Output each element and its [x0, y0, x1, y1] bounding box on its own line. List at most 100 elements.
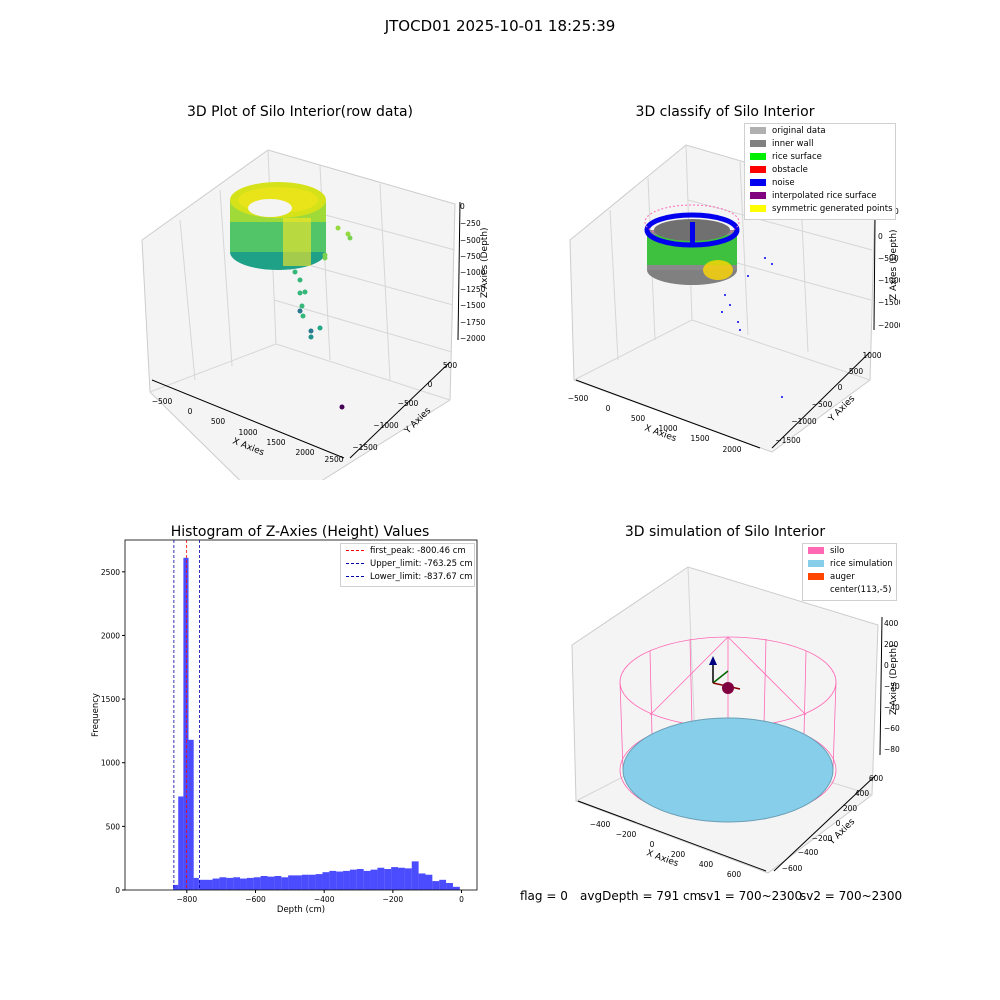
histogram-frame	[124, 539, 478, 891]
histogram-bar	[301, 874, 309, 890]
status-sv2: sv2 = 700~2300	[800, 889, 903, 903]
simulation-legend-item: center(113,-5)	[803, 583, 896, 596]
classify-z-axis-line	[873, 219, 876, 331]
sim-y-tick: 400	[855, 789, 870, 798]
classify-y-tick: 500	[849, 367, 864, 376]
figure-title: JTOCD01 2025-10-01 18:25:39	[384, 17, 616, 35]
raw-x-tick: 2000	[295, 448, 314, 457]
raw-x-tick: 1500	[266, 438, 285, 447]
simulation-legend-item: auger	[803, 570, 896, 583]
histogram-bar	[308, 874, 316, 890]
classify-legend-label: obstacle	[772, 164, 808, 175]
sim-y-tick: −400	[798, 848, 819, 857]
histogram-bar	[281, 877, 289, 890]
histogram-bar	[188, 739, 194, 890]
raw-z-tick: −1500	[460, 301, 486, 310]
histogram-bar	[384, 869, 392, 890]
status-sv1: sv1 = 700~2300	[700, 889, 803, 903]
sim-y-tick: 200	[843, 804, 858, 813]
classify-x-tick: −500	[568, 394, 589, 403]
histogram-bar	[398, 867, 405, 890]
sim-y-tick: −600	[782, 864, 803, 873]
sim-x-tick: 0	[650, 840, 655, 849]
classify-z-tick: 0	[878, 232, 883, 241]
histogram-bar	[377, 867, 385, 890]
histogram-bar	[253, 877, 261, 890]
classify-y-tick: −1500	[775, 436, 801, 445]
classify-x-tick: 0	[606, 404, 611, 413]
sim-z-tick: 400	[884, 619, 899, 628]
classify-legend-item: inner wall	[745, 137, 895, 150]
sim-x-tick: 600	[727, 870, 742, 879]
histogram-bar	[173, 884, 179, 890]
classify-noise-points	[721, 257, 783, 398]
raw-x-tick: −500	[152, 397, 173, 406]
classify-legend-item: original data	[745, 124, 895, 137]
raw-y-tick: −500	[398, 399, 419, 408]
simulation-legend-item: silo	[803, 544, 896, 557]
sim-y-tick: 600	[869, 774, 884, 783]
histogram-bar	[452, 886, 460, 890]
raw-z-tick: −1250	[460, 285, 486, 294]
histogram-bar	[343, 870, 350, 890]
histogram-x-tick-label: −600	[245, 895, 266, 904]
raw-y-tick: 500	[443, 361, 458, 370]
classify-y-tick: 0	[838, 383, 843, 392]
raw-x-tick: 0	[188, 407, 193, 416]
histogram-bar	[425, 874, 433, 890]
classify-3d-plot: −500 0 500 1000 1500 2000 1000 500 0 −50…	[568, 144, 900, 454]
sim-z-tick: −800	[884, 745, 900, 754]
histogram-bars	[173, 557, 460, 890]
classify-legend-label: inner wall	[772, 138, 814, 149]
classify-legend-item: obstacle	[745, 163, 895, 176]
raw-y-tick: −1000	[373, 421, 399, 430]
classify-z-tick: −500	[878, 254, 899, 263]
classify-y-tick: −1000	[791, 417, 817, 426]
raw-panes	[141, 149, 456, 480]
simulation-legend-item: rice simulation	[803, 557, 896, 570]
classify-y-tick: 1000	[862, 351, 881, 360]
classify-legend-item: noise	[745, 176, 895, 189]
histogram-bar	[193, 877, 199, 890]
histogram-y-tick-label: 500	[106, 822, 121, 831]
raw-3d-plot: −500 0 500 1000 1500 2000 2500 500 0 −50…	[141, 149, 490, 480]
classify-x-tick: 2000	[722, 445, 741, 454]
histogram-bar	[363, 870, 371, 890]
raw-silo-points	[230, 182, 326, 270]
histogram-reference-lines	[173, 540, 200, 890]
classify-z-axis-label: Z Axies (Depth)	[889, 229, 899, 300]
histogram-legend-label: Lower_limit: -837.67 cm	[370, 571, 473, 582]
histogram-bar	[439, 879, 447, 890]
histogram-bar	[294, 875, 302, 890]
classify-legend-label: symmetric generated points	[772, 203, 893, 214]
status-avg-depth: avgDepth = 791 cm	[580, 889, 702, 903]
raw-plot-title: 3D Plot of Silo Interior(row data)	[186, 104, 414, 120]
histogram-y-tick-label: 0	[115, 886, 120, 895]
histogram-legend-label: first_peak: -800.46 cm	[370, 545, 466, 556]
histogram-bar	[315, 874, 323, 890]
histogram-bar	[391, 867, 399, 890]
raw-y-tick: −1500	[352, 443, 378, 452]
histogram-y-tick-label: 1000	[101, 759, 120, 768]
histogram-bar	[370, 869, 378, 890]
classify-z-tick: −1500	[878, 298, 900, 307]
raw-z-tick: 0	[460, 202, 465, 211]
classify-x-axis-line	[575, 379, 761, 449]
simulation-legend-swatch	[808, 573, 824, 580]
raw-z-tick: −1000	[460, 268, 486, 277]
raw-z-tick: −750	[460, 252, 481, 261]
histogram-legend: first_peak: -800.46 cm Upper_limit: -763.…	[340, 543, 475, 587]
simulation-legend-label: silo	[830, 545, 845, 556]
classify-legend-swatch	[750, 179, 766, 186]
raw-x-tick: 2500	[324, 455, 343, 464]
classify-legend-swatch	[750, 166, 766, 173]
histogram-bar	[446, 883, 453, 890]
histogram-bar	[432, 881, 440, 890]
histogram-y-ticks: 0 500 1000 1500 2000 2500	[101, 568, 125, 895]
simulation-legend: silo rice simulation auger center(113,-5)	[802, 543, 897, 601]
sim-x-tick: 200	[671, 850, 686, 859]
sim-z-tick: 0	[884, 661, 889, 670]
simulation-x-axis-line	[577, 800, 767, 872]
histogram-bar	[233, 877, 241, 890]
histogram-bar	[336, 871, 344, 890]
